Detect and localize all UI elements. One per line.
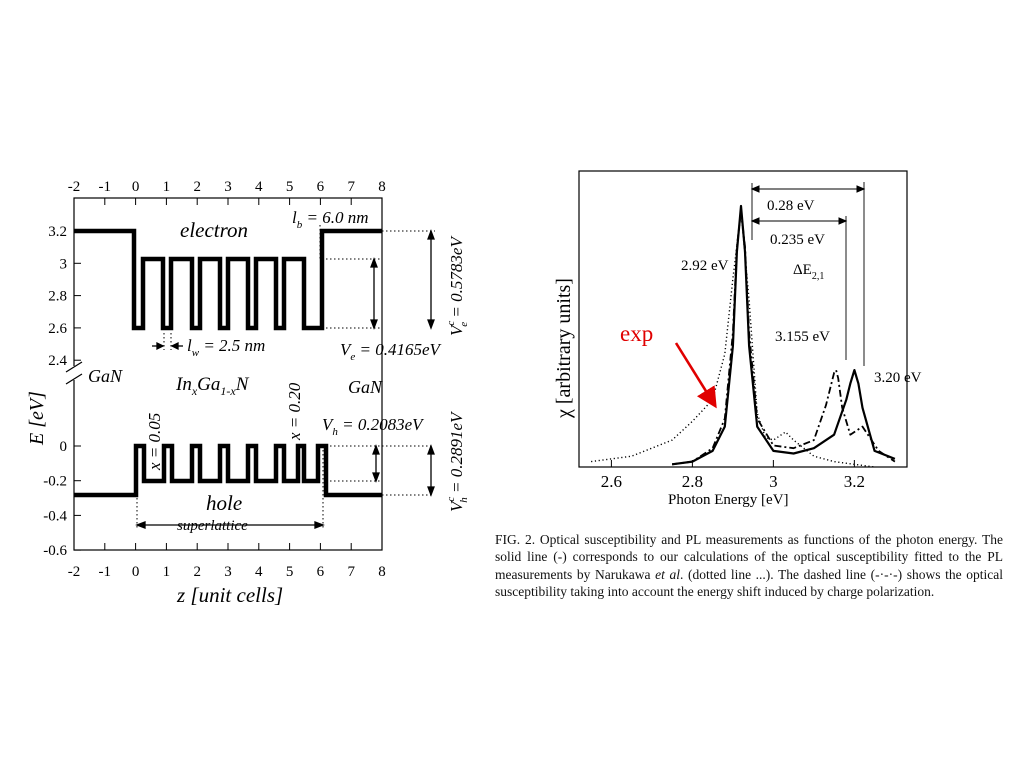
exp-arrow [674, 342, 717, 409]
susceptibility-chart: 2.6 2.8 3 3.2 0.28 eV 0.235 eV ΔE2,1 2.92 e… [553, 170, 922, 508]
x020-label: x = 0.20 [285, 382, 304, 441]
upper-y-tick-label: 2.6 [48, 321, 67, 337]
hole-label: hole [206, 491, 242, 515]
series-dashdot-line [671, 210, 896, 466]
lower-y-tick-label: -0.2 [43, 474, 67, 490]
chart-x-ticks: 2.6 2.8 3 3.2 [601, 460, 865, 491]
lw-label: lw = 2.5 nm [187, 336, 265, 359]
caption-rest: . (dotted line ...). The dashed line (-·… [495, 566, 1003, 600]
bottom-axis-tick-label: 3 [224, 564, 232, 580]
bottom-axis-tick-label: 8 [378, 564, 386, 580]
lower-y-tick-label: -0.6 [43, 543, 67, 559]
figure-caption: FIG. 2. Optical susceptibility and PL me… [495, 531, 1003, 601]
upper-y-tick-label: 3.2 [48, 224, 67, 240]
chart-series-group [591, 204, 896, 468]
electron-label: electron [180, 218, 248, 242]
vec-label: Vce = 0.5783eV [445, 235, 470, 336]
bottom-axis-tick-label: 1 [163, 564, 171, 580]
left-y-axis-label: E [eV] [26, 391, 48, 446]
top-axis-tick-label: 8 [378, 179, 386, 195]
exp-annotation: exp [620, 321, 653, 346]
series-solid-line [671, 204, 896, 466]
superlattice-band-diagram: -2 -1 0 1 2 3 4 5 6 7 8 -2 -1 0 1 2 3 4 5 6 7 8 3.2 3 2.8 2.6 2.… [26, 179, 470, 607]
top-axis-tick-label: 5 [286, 179, 294, 195]
lower-y-tick-label: -0.4 [43, 508, 67, 524]
delta-e21-label: ΔE2,1 [793, 262, 824, 282]
chart-x-tick-label: 2.8 [682, 472, 703, 491]
upper-y-tick-label: 3 [60, 256, 68, 272]
bottom-axis-tick-label: 2 [193, 564, 201, 580]
ingan-label: InxGa1-xN [175, 374, 250, 398]
upper-y-tick-label: 2.4 [48, 353, 67, 369]
upper-y-tick-label: 2.8 [48, 289, 67, 305]
upper-y-axis-ticks: 3.2 3 2.8 2.6 2.4 [48, 224, 81, 369]
chart-x-axis-label: Photon Energy [eV] [668, 492, 789, 508]
v-arrows [135, 229, 435, 529]
top-axis-tick-label: 6 [317, 179, 325, 195]
top-axis-tick-label: 4 [255, 179, 263, 195]
caption-etal: et al [655, 566, 680, 582]
bottom-axis-tick-label: -1 [99, 564, 112, 580]
superlattice-label: superlattice [177, 518, 248, 534]
bottom-axis-tick-label: 6 [317, 564, 325, 580]
delta-arrows [750, 185, 866, 225]
bottom-axis-tick-label: -2 [68, 564, 81, 580]
lower-y-tick-label: 0 [60, 439, 68, 455]
lower-y-axis-ticks: 0 -0.2 -0.4 -0.6 [43, 439, 81, 559]
chart-x-tick-label: 3.2 [844, 472, 865, 491]
electron-band-profile [74, 228, 382, 331]
peak-reference-lines [751, 182, 865, 366]
caption-lead: FIG. 2. Optical susceptibility and PL me… [495, 532, 1003, 582]
gan-right-label: GaN [348, 377, 383, 397]
chart-x-tick-label: 2.6 [601, 472, 622, 491]
top-axis-tick-label: 0 [132, 179, 140, 195]
vhc-label: Vch = 0.2891eV [445, 410, 470, 512]
x005-label: x = 0.05 [145, 413, 164, 471]
top-axis-tick-label: 2 [193, 179, 201, 195]
gan-left-label: GaN [88, 366, 123, 386]
top-axis-tick-label: 1 [163, 179, 171, 195]
bottom-axis-tick-label: 7 [347, 564, 355, 580]
peak-3p155-label: 3.155 eV [775, 329, 830, 345]
chart-x-tick-label: 3 [769, 472, 778, 491]
peak-3p20-label: 3.20 eV [874, 370, 922, 386]
bottom-axis-tick-label: 0 [132, 564, 140, 580]
bottom-axis-tick-label: 5 [286, 564, 294, 580]
hole-band-profile [74, 443, 382, 498]
bottom-axis-ticks: -2 -1 0 1 2 3 4 5 6 7 8 [68, 543, 386, 580]
dotted-guides [136, 225, 435, 528]
left-x-axis-label: z [unit cells] [176, 583, 283, 607]
lb-label: lb = 6.0 nm [292, 208, 368, 231]
series-dotted-line [591, 210, 875, 468]
bottom-axis-tick-label: 4 [255, 564, 263, 580]
vh-label: Vh = 0.2083eV [322, 415, 425, 438]
top-axis-tick-label: 3 [224, 179, 232, 195]
delta-0p235-label: 0.235 eV [770, 232, 825, 248]
peak-2p92-label: 2.92 eV [681, 258, 729, 274]
ve-label: Ve = 0.4165eV [340, 340, 443, 363]
chart-y-axis-label: χ [arbitrary units] [553, 278, 575, 419]
delta-0p28-label: 0.28 eV [767, 198, 815, 214]
top-axis-tick-label: -2 [68, 179, 81, 195]
axis-break-mark [65, 361, 83, 385]
top-axis-tick-label: -1 [99, 179, 112, 195]
plot-frame [578, 170, 908, 468]
top-axis-tick-label: 7 [347, 179, 355, 195]
top-axis-ticks: -2 -1 0 1 2 3 4 5 6 7 8 [68, 179, 386, 205]
